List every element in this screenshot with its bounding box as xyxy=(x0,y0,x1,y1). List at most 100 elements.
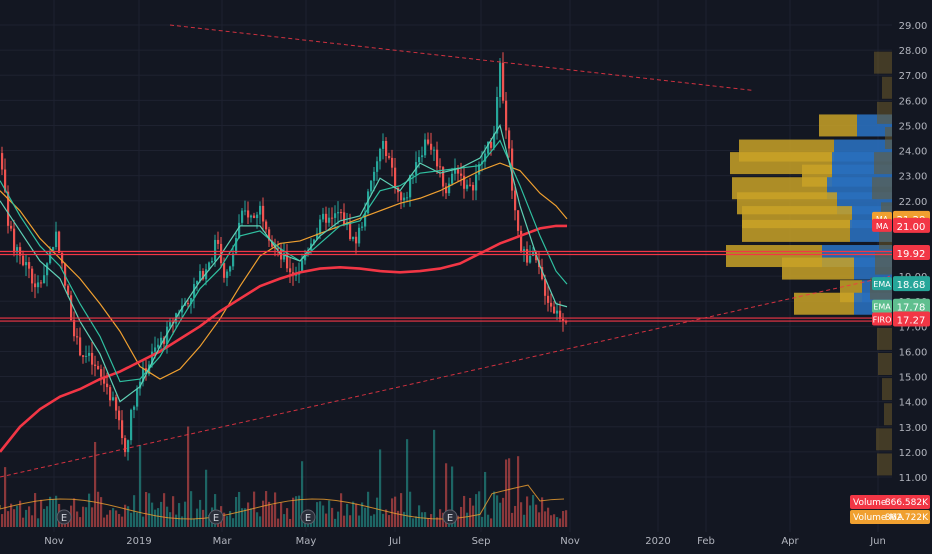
volume-bar xyxy=(13,509,16,527)
volume-bar xyxy=(115,510,118,527)
candle-body xyxy=(145,368,148,375)
volume-bar xyxy=(526,496,529,527)
candle-body xyxy=(58,231,61,253)
volume-bar xyxy=(364,507,367,527)
volume-bar xyxy=(337,511,340,527)
candle-body xyxy=(1,153,4,170)
volume-bar xyxy=(493,491,496,527)
candle-body xyxy=(388,156,391,158)
volume-bar xyxy=(505,459,508,527)
price-tick-label: 26.00 xyxy=(899,96,928,107)
candle-body xyxy=(214,239,217,262)
candle-body xyxy=(55,231,58,248)
volume-legend-box xyxy=(850,510,930,524)
price-label-value: 17.27 xyxy=(897,316,926,327)
volume-bar xyxy=(400,493,403,527)
volume-bar xyxy=(466,512,469,527)
volume-bar xyxy=(457,515,460,527)
candle-body xyxy=(190,297,193,305)
candle-body xyxy=(22,255,25,266)
earnings-marker: E xyxy=(56,509,72,525)
time-tick-label: Feb xyxy=(697,536,715,547)
volume-bar xyxy=(415,516,418,527)
volume-bar xyxy=(280,502,283,527)
candle-body xyxy=(301,260,304,272)
volume-ma-line xyxy=(0,484,565,520)
volume-bar xyxy=(169,512,172,527)
volume-bar xyxy=(7,511,10,527)
candle-body xyxy=(385,141,388,157)
volume-profile-bar-up xyxy=(819,114,857,137)
volume-bar xyxy=(31,515,34,527)
time-tick-label: 2019 xyxy=(126,536,151,547)
volume-bar xyxy=(85,507,88,527)
time-tick-label: Nov xyxy=(44,536,64,547)
candle-body xyxy=(418,157,421,163)
volume-bar xyxy=(472,505,475,527)
candle-body xyxy=(286,253,289,269)
candle-body xyxy=(424,139,427,156)
volume-bar xyxy=(469,497,472,527)
volume-bar xyxy=(76,511,79,527)
volume-bar xyxy=(334,518,337,527)
time-tick-label: Sep xyxy=(472,536,491,547)
volume-bar xyxy=(529,505,532,527)
volume-legend-label: Volume xyxy=(853,498,887,508)
candle-body xyxy=(43,275,46,284)
volume-bar xyxy=(406,439,409,527)
volume-bar xyxy=(4,467,7,527)
price-label-box xyxy=(893,276,930,292)
earnings-marker-label: E xyxy=(61,513,67,524)
price-tick-label: 22.00 xyxy=(899,197,928,208)
candle-body xyxy=(514,190,517,211)
volume-bar xyxy=(289,518,292,527)
volume-bar xyxy=(331,507,334,527)
candle-body xyxy=(517,210,520,231)
volume-bar xyxy=(340,493,343,527)
volume-bar xyxy=(268,501,271,527)
volume-bar xyxy=(100,497,103,527)
volume-bar xyxy=(445,463,448,527)
candle-body xyxy=(328,217,331,223)
volume-profile-bar-faint xyxy=(875,252,892,275)
candle-body xyxy=(520,230,523,252)
candle-body xyxy=(445,186,448,194)
volume-bar xyxy=(148,493,151,527)
volume-bar xyxy=(97,491,100,527)
volume-bar xyxy=(235,496,238,527)
candle-body xyxy=(61,252,64,264)
volume-bar xyxy=(511,512,514,527)
volume-bar xyxy=(502,497,505,527)
price-label-value: 19.92 xyxy=(897,249,926,260)
volume-bar xyxy=(130,512,133,527)
candle-body xyxy=(448,183,451,194)
volume-bar xyxy=(19,500,22,527)
candle-body xyxy=(382,141,385,149)
volume-bar xyxy=(226,516,229,527)
candle-body xyxy=(91,352,94,365)
volume-bar xyxy=(184,501,187,527)
volume-profile-bar-faint xyxy=(877,453,892,476)
volume-bar xyxy=(484,471,487,527)
earnings-marker-circle xyxy=(56,509,72,525)
candle-body xyxy=(31,268,34,284)
earnings-marker-circle xyxy=(442,509,458,525)
candle-body xyxy=(226,271,229,278)
price-label-value: 18.68 xyxy=(897,280,926,291)
candle-body xyxy=(103,376,106,384)
candle-body xyxy=(85,355,88,357)
volume-bar xyxy=(520,502,523,527)
price-label-box xyxy=(893,245,930,261)
volume-bar xyxy=(427,518,430,527)
candle-body xyxy=(10,225,13,229)
volume-bar xyxy=(550,515,553,527)
candle-body xyxy=(208,262,211,270)
time-tick-label: 2020 xyxy=(645,536,670,547)
volume-bar xyxy=(52,499,55,527)
volume-bar xyxy=(481,516,484,527)
candle-body xyxy=(421,155,424,158)
volume-bar xyxy=(223,512,226,527)
